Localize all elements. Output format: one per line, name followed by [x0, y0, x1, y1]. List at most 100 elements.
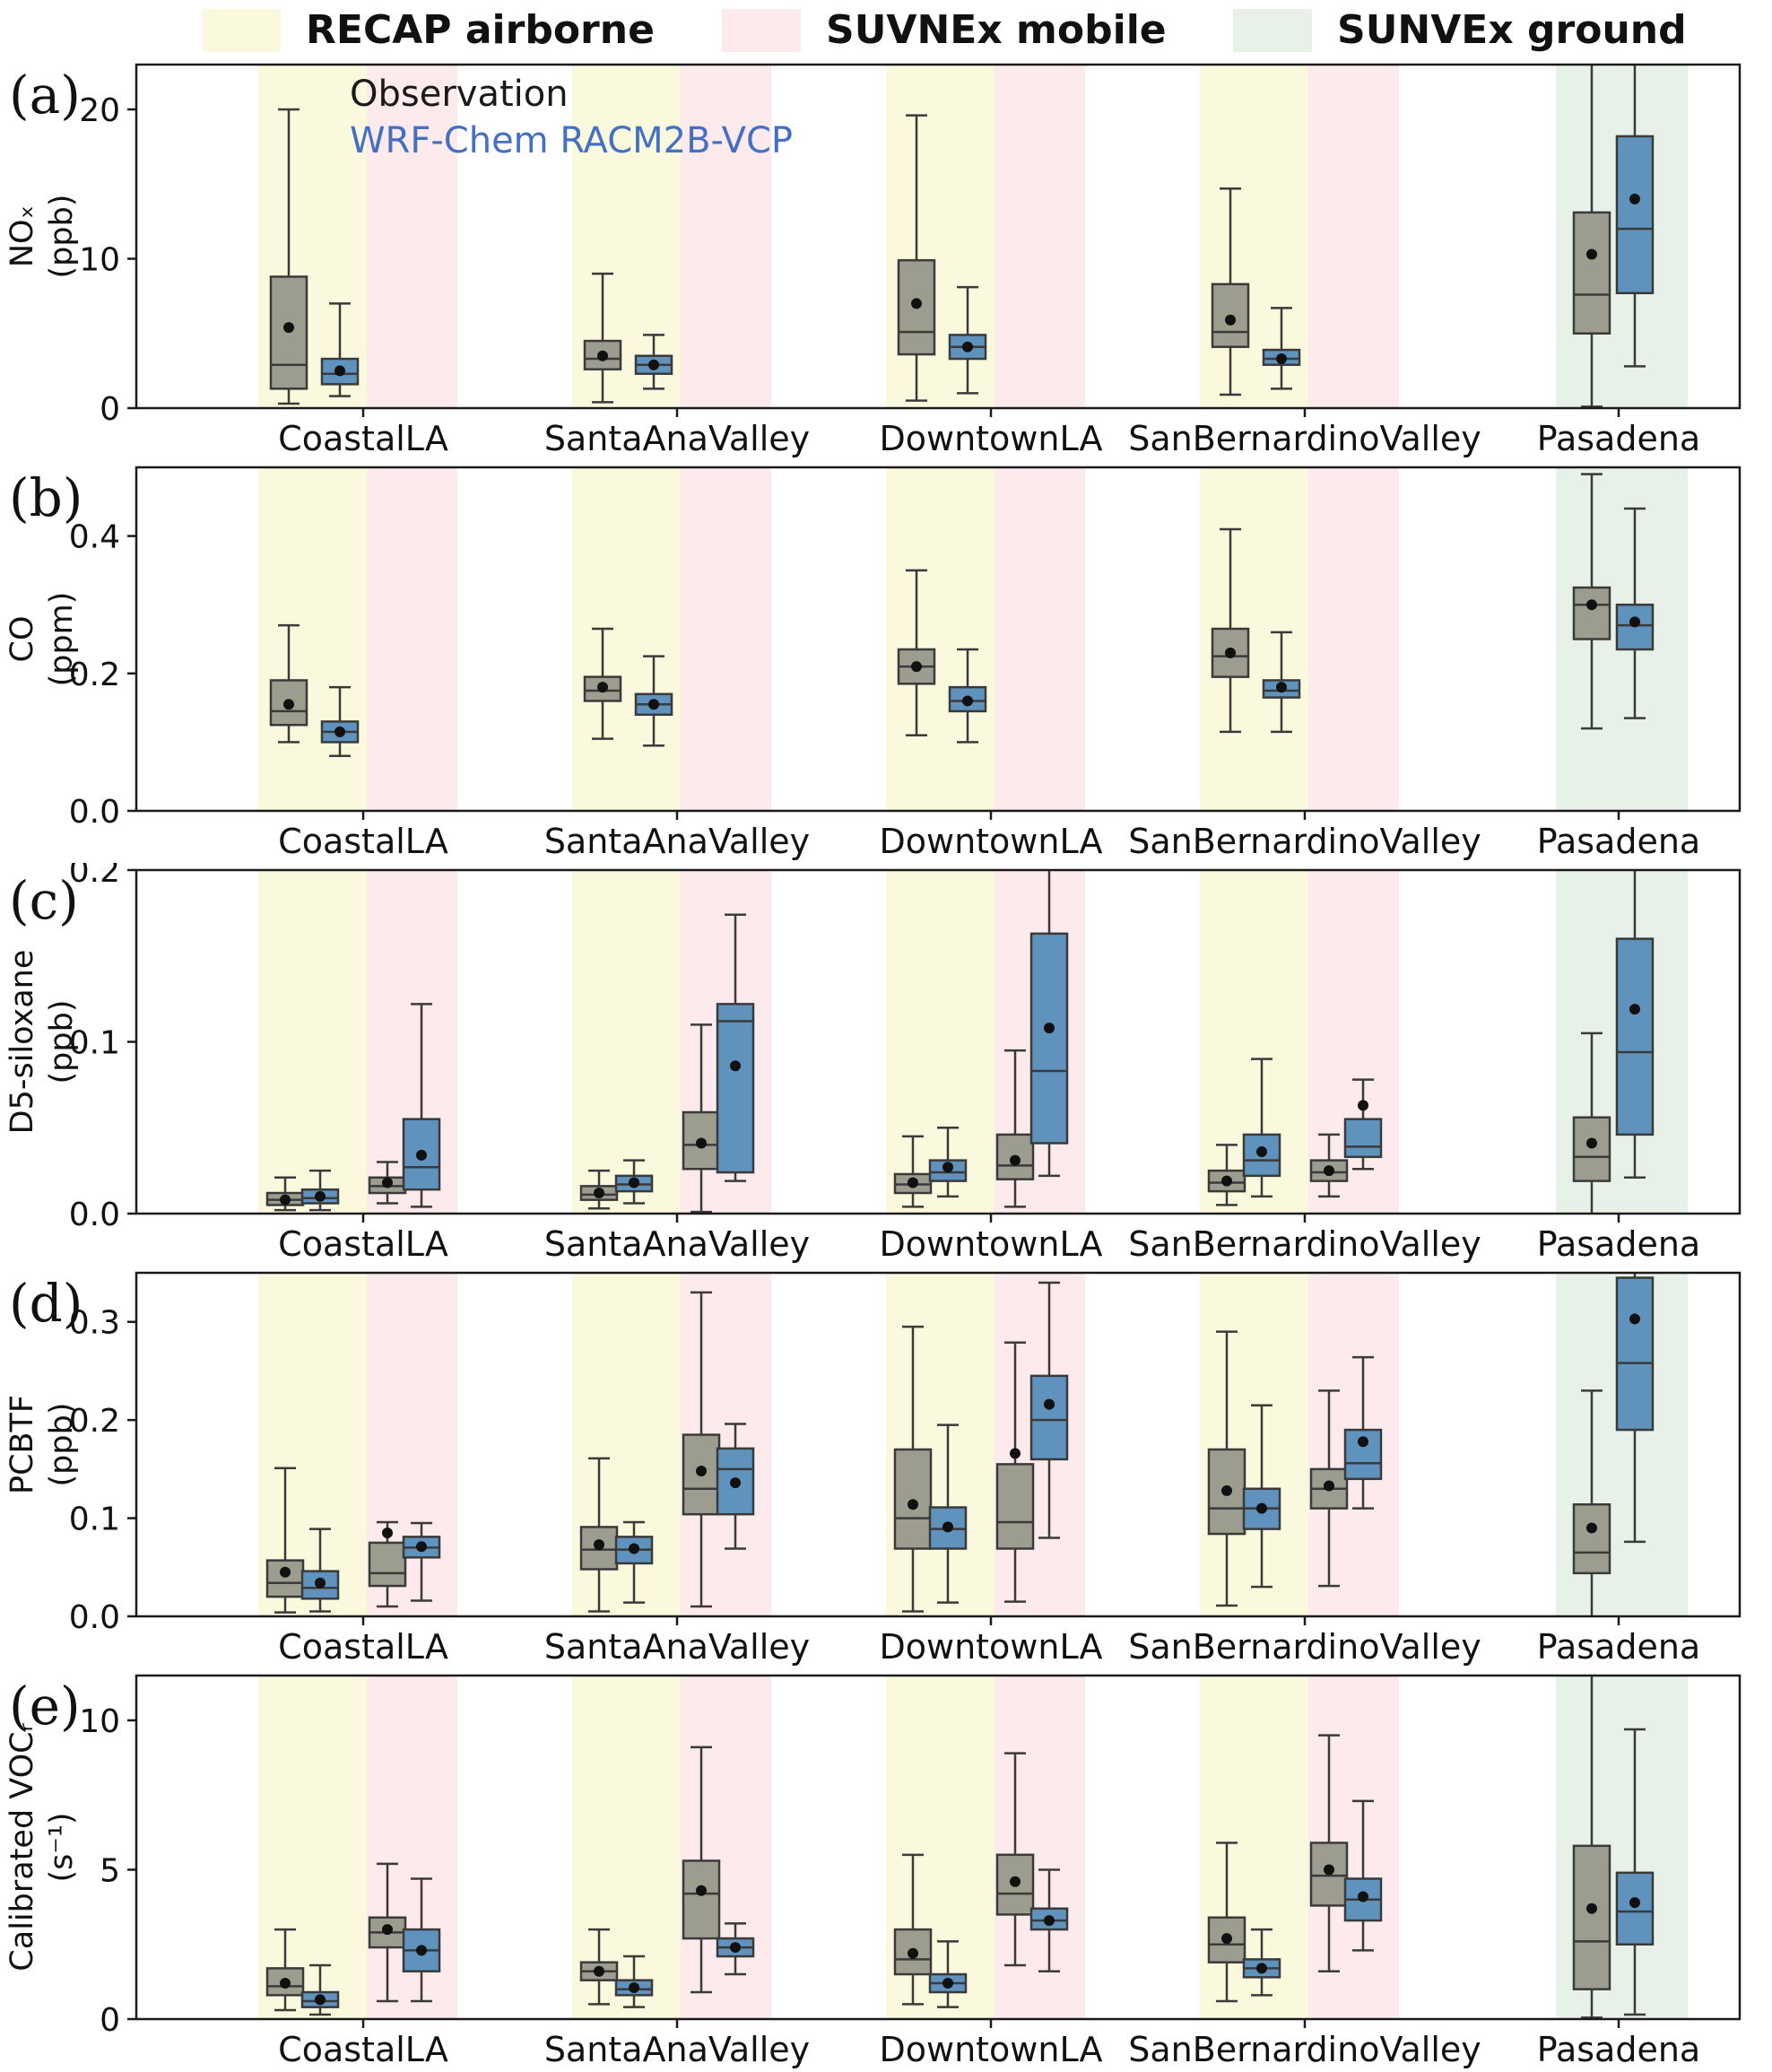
mean-dot: [1358, 1891, 1368, 1902]
box-SantaAnaValley-obs-s0: [583, 272, 622, 404]
mean-dot: [1629, 1313, 1640, 1325]
box-CoastalLA-model-s1: [300, 1963, 340, 2016]
x-category-label: DowntownLA: [879, 1224, 1102, 1264]
box-SanBernardinoValley-model-s1: [1262, 631, 1301, 734]
recap-airborne-band: [572, 467, 681, 811]
box-DowntownLA-model-s1: [948, 648, 987, 744]
series-legend-observation: Observation: [350, 74, 569, 115]
box-CoastalLA-obs-s0: [265, 1176, 305, 1212]
suvnex-mobile-band: [995, 467, 1085, 811]
x-category-label: Pasadena: [1537, 419, 1700, 458]
x-category-label: DowntownLA: [879, 419, 1102, 458]
sunvex-ground-label: SUNVEx ground: [1337, 7, 1687, 53]
y-axis-label-line1: D5-siloxane: [4, 950, 40, 1135]
box-DowntownLA-model-s1: [928, 1423, 968, 1604]
mean-dot: [942, 1162, 953, 1173]
mean-dot: [1276, 353, 1287, 365]
mean-dot: [594, 1188, 604, 1199]
box-CoastalLA-model-s3: [402, 1521, 441, 1602]
x-category-label: Pasadena: [1537, 1627, 1700, 1667]
box-SantaAnaValley-obs-s0: [579, 1169, 619, 1210]
suvnex-mobile-swatch: [722, 8, 801, 52]
suvnex-mobile-band: [1308, 65, 1399, 408]
box-CoastalLA-model-s1: [300, 1528, 340, 1613]
axes-frame: [135, 1271, 1742, 1618]
mean-dot: [1044, 1023, 1055, 1034]
y-tick-label: 0: [100, 2002, 120, 2039]
mean-dot: [1256, 1146, 1267, 1158]
recap-airborne-band: [258, 1273, 367, 1616]
mean-dot: [696, 1466, 707, 1477]
recap-airborne-band: [572, 870, 681, 1214]
mean-dot: [911, 298, 922, 309]
series-legend-model: WRF-Chem RACM2B-VCP: [350, 120, 793, 161]
mean-dot: [280, 1978, 291, 1989]
box-Pasadena-model-s1: [1615, 1728, 1655, 2016]
recap-airborne-band: [258, 467, 367, 811]
box-DowntownLA-obs-s2: [995, 1049, 1035, 1208]
mean-dot: [730, 1477, 741, 1489]
recap-airborne-band: [1200, 1273, 1308, 1616]
box-SantaAnaValley-obs-s2: [682, 1746, 721, 1994]
dataset-legend: RECAP airborne SUVNEx mobile SUNVEx grou…: [0, 0, 1772, 57]
box-SanBernardinoValley-obs-s2: [1309, 1133, 1349, 1198]
panel-letter: (c): [9, 870, 79, 931]
mean-dot: [1256, 1502, 1267, 1514]
x-category-label: DowntownLA: [879, 822, 1102, 861]
box-CoastalLA-model-s3: [402, 1003, 441, 1208]
box-CoastalLA-model-s1: [320, 685, 360, 757]
box-SanBernardinoValley-model-s1: [1242, 1928, 1281, 1997]
y-tick-label: 0: [100, 391, 120, 428]
y-tick-label: 0.3: [69, 1305, 120, 1342]
box-Pasadena-model-s1: [1615, 507, 1655, 719]
mean-dot: [696, 1137, 707, 1149]
mean-dot: [730, 1942, 741, 1954]
mean-dot: [1586, 1137, 1597, 1149]
x-category-label: SanBernardinoValley: [1128, 1627, 1481, 1667]
box-DowntownLA-obs-s0: [897, 114, 936, 402]
box-SanBernardinoValley-model-s1: [1242, 1058, 1281, 1198]
box-CoastalLA-model-s1: [300, 1169, 340, 1212]
box-DowntownLA-obs-s0: [893, 1325, 933, 1613]
x-category-label: DowntownLA: [879, 2030, 1102, 2069]
x-category-label: CoastalLA: [278, 822, 448, 861]
y-axis-label-line2: (ppb): [44, 1000, 80, 1084]
x-category-label: DowntownLA: [879, 1627, 1102, 1667]
x-category-label: Pasadena: [1537, 2030, 1700, 2069]
suvnex-mobile-label: SUVNEx mobile: [826, 7, 1167, 53]
mean-dot: [1044, 1915, 1055, 1927]
x-category-label: CoastalLA: [278, 419, 448, 458]
legend-item-recap-airborne: RECAP airborne: [202, 7, 655, 53]
box-SantaAnaValley-obs-s0: [579, 1928, 619, 2006]
box-DowntownLA-obs-s0: [897, 569, 936, 736]
mean-dot: [416, 1945, 427, 1956]
mean-dot: [1256, 1963, 1267, 1974]
recap-airborne-band: [886, 1273, 995, 1616]
y-tick-label: 0.0: [69, 1599, 120, 1636]
box-Pasadena-model-s1: [1615, 870, 1655, 1180]
y-tick-label: 0.4: [69, 519, 120, 556]
panel-letter: (b): [9, 467, 83, 528]
mean-dot: [962, 695, 973, 707]
sunvex-ground-swatch: [1233, 8, 1312, 52]
y-axis-label-line1: PCBTF: [4, 1395, 40, 1494]
mean-dot: [1221, 1175, 1232, 1187]
box-SanBernardinoValley-model-s1: [1262, 307, 1301, 390]
mean-dot: [962, 341, 973, 353]
x-category-label: SanBernardinoValley: [1128, 419, 1481, 458]
mean-dot: [1010, 1876, 1021, 1887]
box-SanBernardinoValley-obs-s0: [1207, 1841, 1246, 2003]
mean-dot: [416, 1541, 427, 1553]
panel-letter: (e): [9, 1676, 81, 1737]
mean-dot: [1629, 193, 1640, 205]
suvnex-mobile-band: [681, 1676, 771, 2019]
mean-dot: [1586, 1902, 1597, 1914]
recap-airborne-label: RECAP airborne: [306, 7, 655, 53]
x-category-label: SantaAnaValley: [544, 1627, 810, 1667]
box-CoastalLA-model-s1: [320, 302, 360, 397]
mean-dot: [315, 1190, 326, 1202]
box-SantaAnaValley-model-s1: [634, 655, 673, 747]
mean-dot: [280, 1194, 291, 1206]
box-DowntownLA-obs-s2: [995, 1752, 1035, 1967]
